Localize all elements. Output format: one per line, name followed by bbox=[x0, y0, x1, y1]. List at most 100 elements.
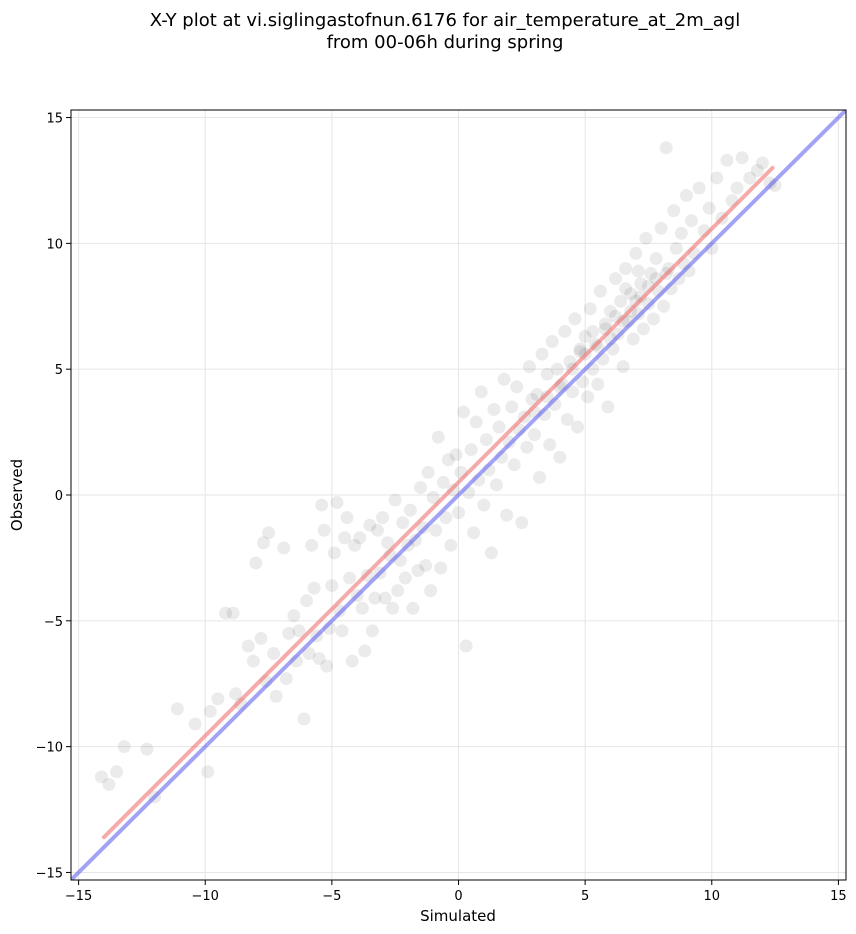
scatter-point bbox=[634, 277, 648, 291]
y-tick-label: 15 bbox=[46, 112, 63, 127]
scatter-point bbox=[560, 413, 574, 427]
scatter-point bbox=[411, 563, 425, 577]
scatter-point bbox=[398, 571, 412, 585]
scatter-point bbox=[305, 538, 319, 552]
scatter-point bbox=[269, 689, 283, 703]
scatter-point bbox=[576, 375, 590, 389]
scatter-point bbox=[282, 626, 296, 640]
scatter-point bbox=[452, 506, 465, 520]
scatter-point bbox=[444, 538, 458, 552]
scatter-point bbox=[657, 299, 671, 313]
scatter-point bbox=[94, 770, 108, 784]
scatter-point bbox=[550, 362, 564, 376]
scatter-point bbox=[647, 312, 661, 326]
scatter-point bbox=[170, 702, 184, 716]
scatter-point bbox=[140, 742, 154, 756]
x-tick-label: −10 bbox=[192, 889, 219, 904]
scatter-point bbox=[327, 546, 341, 560]
scatter-point bbox=[685, 214, 699, 228]
scatter-point bbox=[522, 360, 536, 374]
y-axis-label: Observed bbox=[8, 459, 26, 531]
scatter-point bbox=[249, 556, 263, 570]
scatter-point bbox=[591, 377, 605, 391]
scatter-point bbox=[117, 740, 131, 754]
chart-title-line2: from 00-06h during spring bbox=[327, 32, 564, 53]
scatter-point bbox=[593, 284, 607, 298]
scatter-point bbox=[459, 639, 473, 653]
scatter-point bbox=[540, 367, 554, 381]
scatter-point bbox=[474, 385, 488, 399]
x-tick-label: 15 bbox=[830, 889, 847, 904]
scatter-point bbox=[581, 390, 595, 404]
scatter-point bbox=[363, 518, 377, 532]
scatter-point bbox=[619, 282, 633, 296]
x-tick-label: −5 bbox=[322, 889, 341, 904]
scatter-point bbox=[300, 594, 314, 608]
scatter-point bbox=[370, 523, 384, 537]
x-tick-label: 10 bbox=[703, 889, 720, 904]
scatter-point bbox=[343, 571, 357, 585]
scatter-point bbox=[391, 584, 405, 598]
scatter-point bbox=[644, 267, 658, 281]
x-tick-label: 5 bbox=[581, 889, 589, 904]
scatter-point bbox=[226, 606, 240, 620]
scatter-point bbox=[317, 523, 331, 537]
scatter-point bbox=[358, 644, 372, 658]
scatter-point bbox=[464, 443, 478, 457]
scatter-point bbox=[241, 639, 255, 653]
scatter-point bbox=[492, 420, 506, 434]
scatter-point bbox=[307, 581, 321, 595]
scatter-point bbox=[484, 546, 498, 560]
scatter-point bbox=[353, 531, 367, 545]
y-tick-label: −10 bbox=[36, 741, 63, 756]
scatter-point bbox=[614, 294, 628, 308]
scatter-point bbox=[649, 251, 663, 265]
scatter-point bbox=[507, 458, 521, 472]
scatter-point bbox=[720, 153, 734, 167]
scatter-point bbox=[631, 264, 645, 278]
scatter-point bbox=[424, 584, 438, 598]
scatter-point bbox=[467, 526, 481, 540]
scatter-point bbox=[434, 561, 448, 575]
y-tick-label: 0 bbox=[55, 489, 63, 504]
scatter-point bbox=[533, 470, 547, 484]
scatter-point bbox=[211, 692, 225, 706]
scatter-point bbox=[489, 478, 503, 492]
scatter-point bbox=[487, 402, 501, 416]
scatter-point bbox=[388, 493, 402, 507]
scatter-point bbox=[479, 433, 493, 447]
scatter-point bbox=[102, 777, 116, 791]
scatter-point bbox=[406, 601, 420, 615]
scatter-point bbox=[376, 511, 390, 525]
scatter-point bbox=[662, 262, 676, 276]
scatter-point bbox=[297, 712, 311, 726]
identity-line bbox=[71, 110, 846, 880]
scatter-point bbox=[583, 302, 597, 316]
scatter-point bbox=[636, 322, 650, 336]
scatter-point bbox=[497, 372, 511, 386]
scatter-point bbox=[110, 765, 124, 779]
scatter-point bbox=[201, 765, 215, 779]
chart-title-line1: X-Y plot at vi.siglingastofnun.6176 for … bbox=[150, 10, 740, 31]
scatter-point bbox=[520, 440, 534, 454]
scatter-point bbox=[419, 558, 433, 572]
scatter-point bbox=[586, 324, 600, 338]
scatter-point bbox=[325, 579, 339, 593]
scatter-point bbox=[578, 329, 592, 343]
scatter-point bbox=[218, 606, 232, 620]
scatter-point bbox=[345, 654, 359, 668]
scatter-point bbox=[545, 335, 559, 349]
scatter-point bbox=[598, 317, 612, 331]
scatter-point bbox=[439, 511, 453, 525]
scatter-point bbox=[477, 498, 491, 512]
y-tick-label: 10 bbox=[46, 237, 63, 252]
y-tick-label: −5 bbox=[44, 615, 63, 630]
scatter-point bbox=[535, 347, 549, 361]
scatter-point bbox=[568, 312, 582, 326]
scatter-point bbox=[315, 498, 329, 512]
scatter-point bbox=[510, 380, 524, 394]
scatter-point bbox=[386, 601, 400, 615]
scatter-point bbox=[674, 226, 688, 240]
scatter-point bbox=[429, 523, 443, 537]
scatter-point bbox=[601, 400, 615, 414]
